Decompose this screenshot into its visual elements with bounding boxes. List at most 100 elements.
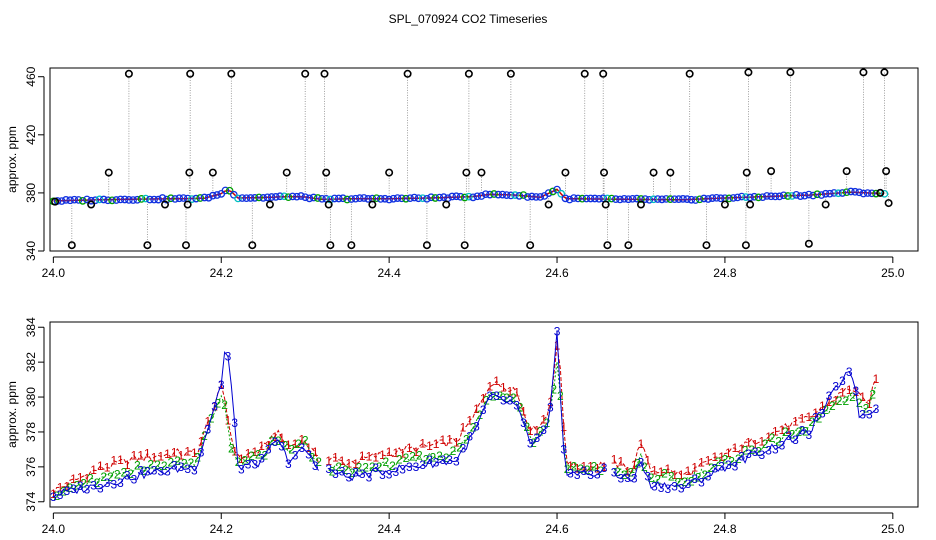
series-1-symbol: 1: [393, 446, 400, 460]
series-2-symbol: 2: [342, 463, 349, 477]
data-point: [347, 195, 356, 203]
data-point: [624, 195, 633, 204]
series-1-symbol: 1: [352, 457, 359, 471]
data-point: [238, 194, 247, 202]
data-point: [486, 190, 494, 199]
data-point: [209, 191, 217, 200]
series-2-symbol: 2: [215, 396, 222, 410]
series-2-symbol: 2: [755, 444, 762, 458]
x-tick-label: 24.2: [210, 266, 234, 280]
data-point: [687, 195, 696, 204]
y-tick-label: 382: [24, 352, 38, 372]
spike-point: [462, 168, 471, 177]
y-tick-label: 420: [24, 124, 38, 144]
data-point: [813, 190, 822, 199]
data-point: [154, 195, 163, 204]
data-point: [318, 194, 326, 203]
x-tick-label: 25.0: [881, 522, 905, 536]
data-point: [754, 193, 763, 202]
series-1-symbol: 1: [500, 381, 507, 395]
data-point: [704, 195, 712, 203]
y-tick-label: 460: [24, 66, 38, 86]
spike-point: [603, 241, 612, 250]
data-point: [855, 188, 864, 197]
spike-point: [506, 69, 515, 78]
series-1-symbol: 1: [664, 462, 671, 476]
spike-point: [460, 241, 469, 250]
data-point: [360, 194, 368, 202]
series-3-symbol: 3: [399, 462, 406, 476]
data-point: [305, 194, 314, 203]
series-3-symbol: 3: [792, 433, 799, 447]
y-tick-label: 376: [24, 457, 38, 477]
series-2-symbol: 2: [376, 460, 383, 474]
series-2-symbol: 2: [654, 472, 661, 486]
series-3-symbol: 3: [258, 452, 265, 466]
spike-point: [744, 68, 753, 77]
data-point: [565, 195, 574, 204]
data-point: [532, 193, 540, 201]
series-3-symbol: 3: [157, 465, 164, 479]
data-point: [792, 191, 801, 199]
series-1-symbol: 1: [685, 464, 692, 478]
spike-point: [842, 167, 851, 176]
series-line-3: [613, 371, 877, 490]
series-3-symbol: 3: [638, 456, 645, 470]
data-point: [784, 192, 792, 200]
series-2-symbol: 2: [701, 468, 708, 482]
data-point: [851, 187, 859, 196]
series-1-symbol: 1: [426, 439, 433, 453]
series-1-symbol: 1: [806, 410, 813, 424]
series-1-symbol: 1: [399, 446, 406, 460]
spike-point: [859, 68, 868, 77]
series-3-symbol: 3: [406, 460, 413, 474]
data-point: [809, 191, 817, 200]
series-1-symbol: 1: [812, 406, 819, 420]
series-3-symbol: 3: [819, 406, 826, 420]
x-tick-label: 24.6: [545, 266, 569, 280]
data-point: [326, 195, 335, 204]
y-axis-label: approx. ppm: [5, 381, 19, 448]
data-point: [469, 193, 477, 202]
plot-frame: [49, 67, 919, 252]
data-point: [410, 193, 419, 202]
x-tick-label: 24.2: [210, 522, 234, 536]
series-3-symbol: 3: [231, 416, 238, 430]
data-point: [431, 194, 440, 202]
data-point: [104, 196, 112, 205]
series-line-2: [613, 384, 877, 484]
data-point: [582, 194, 591, 203]
series-3-symbol: 3: [104, 476, 111, 490]
series-3-symbol: 3: [63, 484, 70, 498]
series-1-symbol: 1: [97, 459, 104, 473]
series-1-symbol: 1: [513, 386, 520, 400]
series-1-symbol: 1: [624, 465, 631, 479]
series-1-symbol: 1: [231, 444, 238, 458]
series-3-symbol: 3: [178, 460, 185, 474]
spike-point: [326, 241, 335, 250]
series-2-symbol: 2: [722, 452, 729, 466]
series-2-symbol: 2: [537, 424, 544, 438]
series-1-symbol: 1: [225, 414, 232, 428]
series-2-symbol: 2: [329, 464, 336, 478]
series-2-symbol: 2: [456, 441, 463, 455]
data-point: [725, 194, 733, 203]
series-1-symbol: 1: [386, 445, 393, 459]
data-point: [414, 194, 423, 203]
series-1-symbol: 1: [611, 453, 618, 467]
series-1-symbol: 1: [70, 472, 77, 486]
series-1-symbol: 1: [493, 374, 500, 388]
series-3-symbol: 3: [594, 467, 601, 481]
series-2-symbol: 2: [282, 439, 289, 453]
series-3-symbol: 3: [493, 389, 500, 403]
series-1-symbol: 1: [772, 425, 779, 439]
series-3-symbol: 3: [560, 443, 567, 457]
series-2-symbol: 2: [194, 450, 201, 464]
series-2-symbol: 2: [87, 472, 94, 486]
series-3-symbol: 3: [601, 461, 608, 475]
data-point: [372, 194, 381, 203]
series-3-symbol: 3: [171, 459, 178, 473]
series-3-symbol: 3: [352, 465, 359, 479]
data-point: [805, 190, 813, 199]
